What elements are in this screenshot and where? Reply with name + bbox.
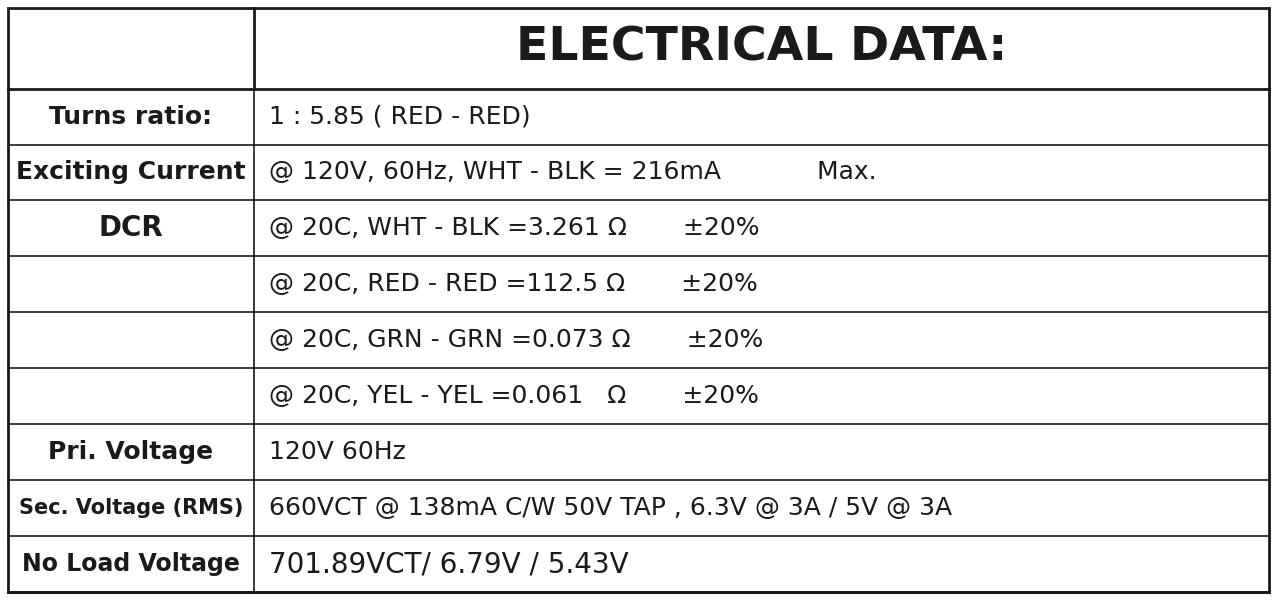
Text: DCR: DCR — [98, 214, 163, 242]
Text: No Load Voltage: No Load Voltage — [22, 552, 240, 576]
Text: @ 20C, GRN - GRN =0.073 Ω       ±20%: @ 20C, GRN - GRN =0.073 Ω ±20% — [269, 328, 764, 352]
Text: 660VCT @ 138mA C/W 50V TAP , 6.3V @ 3A / 5V @ 3A: 660VCT @ 138mA C/W 50V TAP , 6.3V @ 3A /… — [269, 496, 953, 520]
Text: 120V 60Hz: 120V 60Hz — [269, 440, 406, 464]
Text: @ 120V, 60Hz, WHT - BLK = 216mA            Max.: @ 120V, 60Hz, WHT - BLK = 216mA Max. — [269, 160, 876, 184]
Text: Pri. Voltage: Pri. Voltage — [49, 440, 213, 464]
Text: 701.89VCT/ 6.79V / 5.43V: 701.89VCT/ 6.79V / 5.43V — [269, 550, 628, 578]
Text: Exciting Current: Exciting Current — [17, 160, 245, 184]
Text: @ 20C, RED - RED =112.5 Ω       ±20%: @ 20C, RED - RED =112.5 Ω ±20% — [269, 272, 757, 296]
Text: ELECTRICAL DATA:: ELECTRICAL DATA: — [516, 26, 1008, 71]
Text: Turns ratio:: Turns ratio: — [50, 104, 212, 128]
Text: @ 20C, YEL - YEL =0.061   Ω       ±20%: @ 20C, YEL - YEL =0.061 Ω ±20% — [269, 384, 759, 408]
Text: @ 20C, WHT - BLK =3.261 Ω       ±20%: @ 20C, WHT - BLK =3.261 Ω ±20% — [269, 217, 760, 241]
Text: 1 : 5.85 ( RED - RED): 1 : 5.85 ( RED - RED) — [269, 104, 530, 128]
Text: Sec. Voltage (RMS): Sec. Voltage (RMS) — [19, 498, 243, 518]
